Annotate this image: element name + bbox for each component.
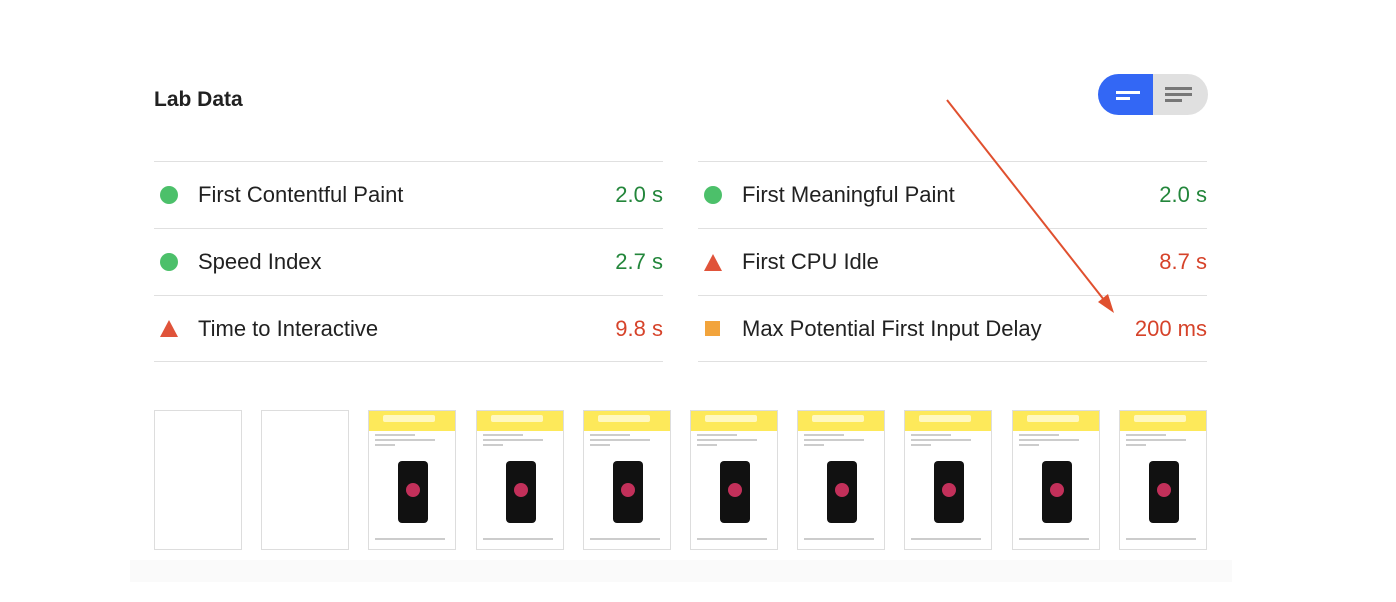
filmstrip-frame	[1011, 410, 1100, 550]
detailed-view-button[interactable]	[1153, 74, 1208, 115]
summary-view-button[interactable]	[1098, 74, 1153, 115]
card-footer	[130, 560, 1232, 582]
filmstrip-frame	[690, 410, 778, 550]
filmstrip-frame	[1118, 410, 1207, 550]
filmstrip-frame	[261, 410, 350, 550]
metric-label: Time to Interactive	[198, 315, 379, 341]
phone-image	[1041, 461, 1072, 523]
fail-triangle-icon	[160, 320, 178, 337]
metric-value: 9.8 s	[615, 315, 663, 341]
filmstrip-frame	[154, 410, 242, 550]
metric-row: Speed Index 2.7 s	[154, 228, 663, 295]
metric-row: First CPU Idle 8.7 s	[698, 228, 1207, 295]
phone-image	[505, 461, 536, 523]
filmstrip-frame	[797, 410, 886, 550]
metric-row: First Meaningful Paint 2.0 s	[698, 161, 1207, 228]
average-square-icon	[705, 321, 720, 336]
metric-value: 2.0 s	[615, 182, 663, 207]
metric-label: Max Potential First Input Delay	[742, 315, 1042, 341]
phone-image	[934, 461, 965, 523]
filmstrip-frame	[582, 410, 671, 550]
metric-label: First Meaningful Paint	[742, 182, 955, 207]
metric-row: Max Potential First Input Delay 200 ms	[698, 295, 1207, 362]
fail-triangle-icon	[704, 253, 722, 271]
section-title: Lab Data	[154, 88, 243, 111]
view-toggle[interactable]	[1098, 74, 1208, 115]
pass-circle-icon	[704, 186, 722, 204]
filmstrip-frame	[475, 410, 564, 550]
phone-image	[720, 461, 750, 523]
phone-image	[827, 461, 858, 523]
metric-label: Speed Index	[198, 249, 322, 274]
filmstrip-frame	[904, 410, 993, 550]
metrics-right-column: First Meaningful Paint 2.0 s First CPU Id…	[698, 161, 1207, 362]
pass-circle-icon	[160, 186, 178, 204]
metric-row: First Contentful Paint 2.0 s	[154, 161, 663, 228]
pass-circle-icon	[160, 253, 178, 271]
metric-label: First CPU Idle	[742, 249, 879, 274]
metric-value: 8.7 s	[1159, 249, 1207, 274]
phone-image	[1148, 461, 1179, 523]
filmstrip-frame	[368, 410, 457, 550]
metric-label: First Contentful Paint	[198, 182, 404, 207]
phone-image	[398, 461, 429, 523]
metric-row: Time to Interactive 9.8 s	[154, 295, 663, 362]
metric-value: 200 ms	[1134, 315, 1207, 341]
metric-value: 2.7 s	[615, 249, 663, 274]
metrics-left-column: First Contentful Paint 2.0 s Speed Index 2…	[154, 161, 663, 362]
metric-value: 2.0 s	[1159, 182, 1207, 207]
phone-image	[612, 461, 643, 523]
